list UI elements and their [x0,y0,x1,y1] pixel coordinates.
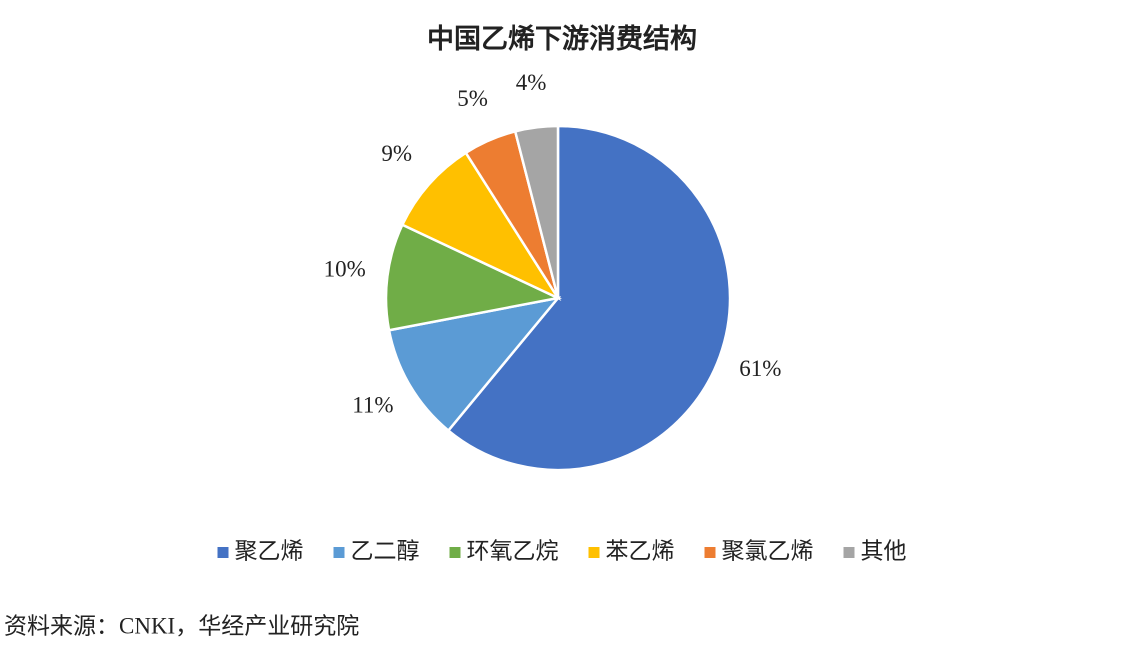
pie-slice [384,223,563,332]
legend-label: 其他 [861,538,907,563]
pie-slice [513,124,560,299]
legend-label: 苯乙烯 [606,538,675,563]
legend-label: 乙二醇 [351,538,420,563]
source-note: 资料来源：CNKI，华经产业研究院 [4,613,359,638]
legend-swatch [217,547,229,558]
pie-slice [446,124,732,472]
data-label: 5% [457,86,488,111]
legend-label: 聚氯乙烯 [722,538,814,563]
data-label: 4% [516,70,547,95]
legend-label: 聚乙烯 [235,538,304,563]
data-label: 61% [739,356,781,381]
chart-title: 中国乙烯下游消费结构 [427,24,697,54]
legend-swatch [704,547,716,558]
legend-label: 环氧乙烷 [467,538,559,563]
legend-swatch [333,547,345,558]
legend-swatch [449,547,461,558]
legend-swatch [843,547,855,558]
data-label: 11% [352,393,393,418]
legend-swatch [588,547,600,558]
data-label: 10% [324,256,366,281]
data-label: 9% [381,141,412,166]
pie-slice [400,151,562,301]
pie-slice [387,296,562,433]
